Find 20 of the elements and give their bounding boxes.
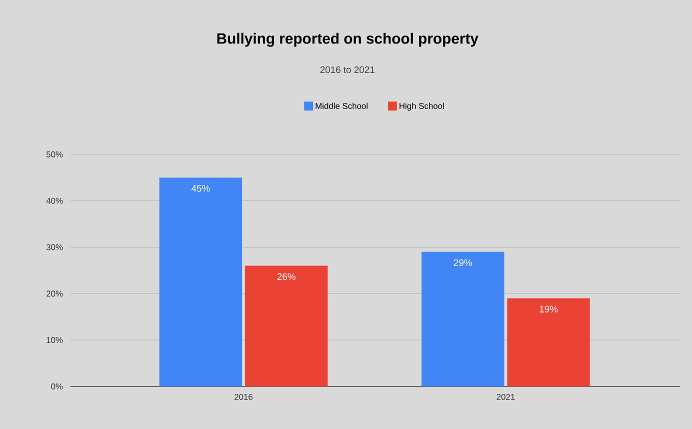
x-tick-label: 2016 bbox=[234, 394, 253, 400]
x-tick-label: 2021 bbox=[496, 394, 515, 400]
legend-label: Middle School bbox=[316, 102, 368, 109]
chart-title: Bullying reported on school property bbox=[217, 32, 478, 47]
chart-subtitle: 2016 to 2021 bbox=[320, 66, 374, 73]
y-tick-label: 40% bbox=[46, 198, 63, 204]
y-tick-label: 50% bbox=[46, 151, 63, 158]
bar bbox=[159, 177, 242, 386]
y-tick-label: 20% bbox=[46, 290, 63, 296]
data-label: 45% bbox=[191, 184, 210, 192]
bar bbox=[245, 266, 328, 386]
legend-label: High School bbox=[400, 102, 444, 110]
y-tick-label: 30% bbox=[46, 244, 63, 250]
y-tick-label: 0% bbox=[51, 383, 63, 390]
bar bbox=[422, 252, 504, 386]
data-label: 26% bbox=[277, 273, 296, 280]
y-tick-label: 10% bbox=[46, 336, 63, 343]
data-label: 29% bbox=[454, 259, 472, 266]
data-label: 19% bbox=[540, 306, 558, 312]
bar bbox=[507, 298, 590, 386]
